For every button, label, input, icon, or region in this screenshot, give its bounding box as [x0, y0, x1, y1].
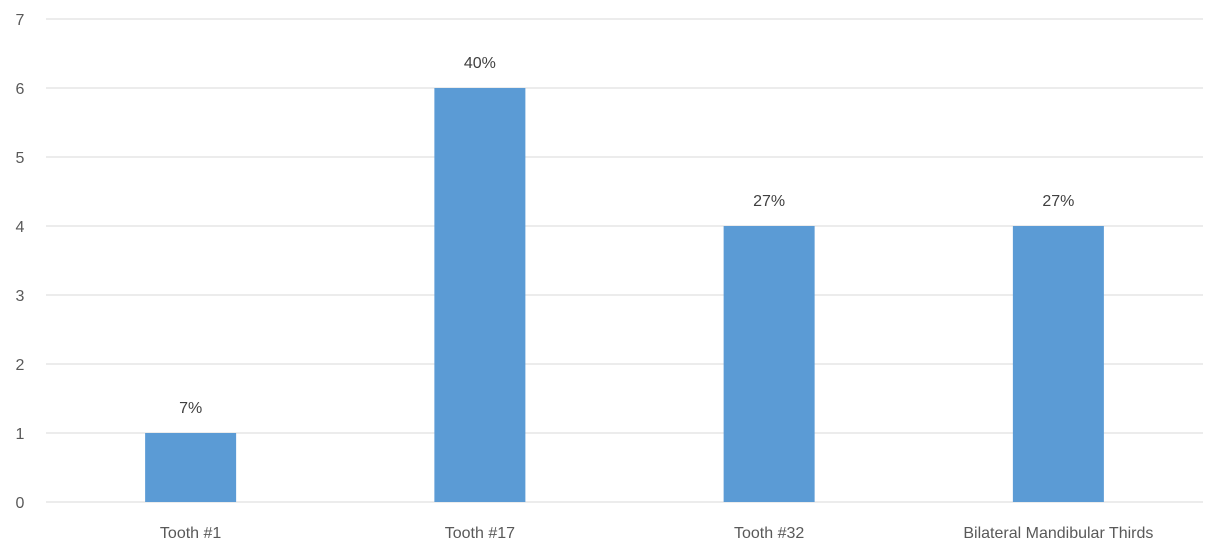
y-axis-ticks: 0 1 2 3 4 5 6 7 — [16, 12, 25, 512]
data-labels: 7% 40% 27% 27% — [179, 55, 1074, 417]
bar-4 — [1012, 226, 1104, 502]
data-label-2: 40% — [464, 55, 496, 72]
x-axis-categories: Tooth #1 Tooth #17 Tooth #32 Bilateral Mand… — [160, 525, 1153, 542]
gridlines — [46, 18, 1203, 503]
x-category-label-4: Bilateral Mandibular Thirds — [963, 525, 1153, 542]
data-label-3: 27% — [753, 193, 785, 210]
bar-3 — [723, 226, 815, 502]
data-label-4: 27% — [1042, 193, 1074, 210]
x-category-label-1: Tooth #1 — [160, 525, 221, 542]
y-tick-label-4: 4 — [16, 219, 25, 236]
y-tick-label-6: 6 — [16, 81, 25, 98]
y-tick-label-7: 7 — [16, 12, 25, 29]
y-tick-label-1: 1 — [16, 426, 25, 443]
bar-2 — [434, 88, 526, 502]
data-label-1: 7% — [179, 400, 202, 417]
y-tick-label-0: 0 — [16, 495, 25, 512]
y-tick-label-2: 2 — [16, 357, 25, 374]
x-category-label-3: Tooth #32 — [734, 525, 804, 542]
bars — [145, 88, 1104, 502]
bar-1 — [145, 433, 237, 502]
x-category-label-2: Tooth #17 — [445, 525, 515, 542]
y-tick-label-3: 3 — [16, 288, 25, 305]
y-tick-label-5: 5 — [16, 150, 25, 167]
